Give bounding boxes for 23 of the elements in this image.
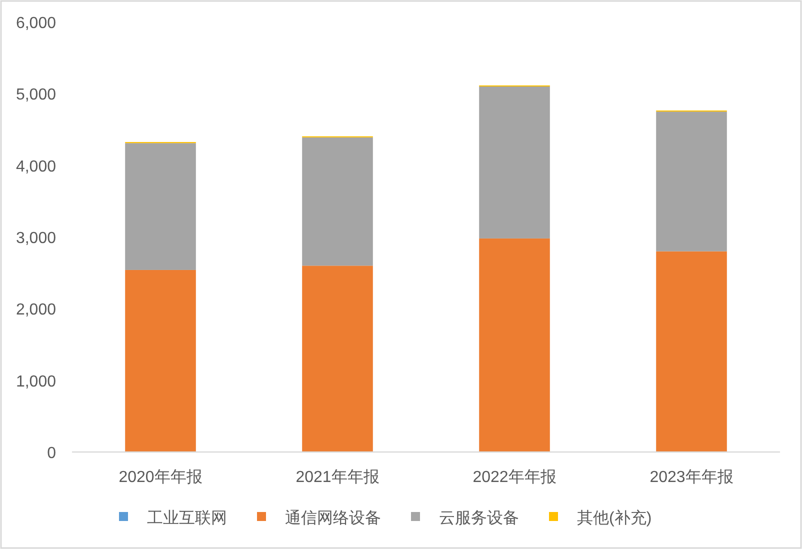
bar xyxy=(125,143,196,270)
y-tick-label: 6,000 xyxy=(16,15,56,32)
y-tick-label: 5,000 xyxy=(16,86,56,104)
legend-label: 工业互联网 xyxy=(147,509,227,527)
bar xyxy=(656,251,727,452)
x-tick-label: 2022年年报 xyxy=(472,469,556,486)
x-tick-label: 2020年年报 xyxy=(118,469,202,486)
y-tick-label: 4,000 xyxy=(16,158,56,176)
y-tick-label: 3,000 xyxy=(16,230,56,247)
legend-label: 其他(补充) xyxy=(577,509,652,527)
legend-label: 云服务设备 xyxy=(439,509,519,527)
y-tick-label: 1,000 xyxy=(16,373,56,390)
bar xyxy=(656,112,727,252)
bar xyxy=(302,266,373,452)
bar xyxy=(302,137,373,266)
y-tick-label: 0 xyxy=(47,445,56,462)
x-tick-label: 2023年年报 xyxy=(650,469,734,486)
y-tick-label: 2,000 xyxy=(16,302,56,319)
x-tick-label: 2021年年报 xyxy=(296,469,380,486)
legend-label: 通信网络设备 xyxy=(285,509,381,527)
bar xyxy=(479,238,550,452)
bar xyxy=(479,86,550,238)
bar xyxy=(125,270,196,452)
